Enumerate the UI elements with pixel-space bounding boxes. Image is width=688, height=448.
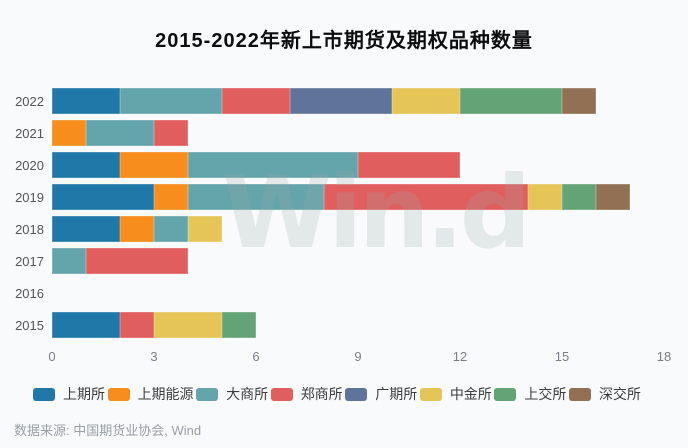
bar-segment [154,120,188,146]
bar-segment [324,184,528,210]
x-axis-tick-label: 12 [452,349,468,364]
bar-segment [290,88,392,114]
chart-row: 2018 [8,216,664,242]
legend-swatch [494,387,517,401]
bar-segment [86,248,188,274]
legend-item: 广期所 [345,384,417,404]
bar-segment [222,312,256,338]
bar-segment [358,152,460,178]
bar-segment [154,216,188,242]
legend-label: 中金所 [449,386,492,402]
chart-title: 2015-2022年新上市期货及期权品种数量 [155,30,533,52]
legend-item: 深交所 [568,384,641,404]
chart-row: 2015 [8,312,664,338]
stacked-bar [52,312,664,338]
stacked-bar [52,280,664,306]
stacked-bar [52,248,664,274]
stacked-bar [52,152,664,178]
legend-item: 中金所 [419,384,492,404]
bar-segment [86,120,154,146]
legend-item: 大商所 [196,384,268,404]
stacked-bar [52,216,664,242]
bar-segment [120,312,154,338]
legend-label: 上期能源 [137,386,194,402]
stacked-bar [52,184,664,210]
bar-segment [52,88,120,114]
chart-row: 2020 [8,152,664,178]
chart-row: 2016 [8,280,664,306]
x-axis-tick-label: 6 [252,349,260,364]
bar-segment [188,184,324,210]
legend-item: 上期所 [33,384,105,404]
bar-segment [562,88,596,114]
y-axis-label: 2016 [15,285,44,301]
y-axis-label: 2017 [15,253,44,269]
bar-segment [562,184,596,210]
bar-segment [52,248,86,274]
chart-legend: 上期所 上期能源 大商所 郑商所 广期所 中金所 上交所 深交所 [33,384,641,404]
y-axis-label: 2018 [15,221,44,237]
bar-segment [52,152,120,178]
y-axis-label: 2015 [15,317,44,333]
legend-item: 上期能源 [107,384,194,404]
chart-row: 2017 [8,248,664,274]
legend-label: 上期所 [63,386,105,402]
bar-segment [154,312,222,338]
x-axis: 0 3 6 9 12 15 18 [48,349,671,367]
legend-swatch [419,387,442,401]
legend-label: 广期所 [375,386,418,402]
legend-label: 大商所 [226,386,269,402]
y-axis-label: 2020 [15,157,44,173]
y-axis-label: 2022 [15,93,44,109]
legend-swatch [107,387,130,401]
bar-segment [120,88,222,114]
legend-item: 上交所 [494,384,566,404]
chart-row: 2021 [8,120,664,146]
legend-swatch [33,387,55,401]
bar-segment [52,312,120,338]
x-axis-tick-label: 0 [48,349,56,364]
bar-segment [52,216,120,242]
bar-segment [52,120,86,146]
legend-swatch [568,387,591,401]
bar-segment [120,152,188,178]
bar-segment [392,88,460,114]
y-axis-label: 2019 [15,189,44,205]
bar-segment [222,88,290,114]
x-axis-tick-label: 15 [554,349,570,364]
data-source-note: 数据来源: 中国期货业协会, Wind [14,423,202,438]
x-axis-tick-label: 3 [150,349,158,364]
bar-segment [528,184,562,210]
x-axis-tick-label: 18 [656,349,672,364]
legend-label: 上交所 [524,386,567,402]
bar-segment [154,184,188,210]
legend-swatch [345,387,368,401]
bar-segment [52,184,154,210]
legend-swatch [196,387,219,401]
bar-segment [460,88,562,114]
chart-row: 2022 [8,88,664,114]
bar-segment [596,184,630,210]
legend-item: 郑商所 [270,384,343,404]
bar-segment [120,216,154,242]
legend-label: 深交所 [598,386,641,402]
bar-segment [188,152,358,178]
bar-chart-plot-area: 2022 2021 2020 2019 2018 2017 2016 2015 [8,88,664,344]
legend-swatch [270,387,293,401]
y-axis-label: 2021 [15,125,44,141]
stacked-bar [52,120,664,146]
stacked-bar [52,88,664,114]
chart-row: 2019 [8,184,664,210]
bar-segment [188,216,222,242]
legend-label: 郑商所 [300,386,343,402]
x-axis-tick-label: 9 [354,349,362,364]
